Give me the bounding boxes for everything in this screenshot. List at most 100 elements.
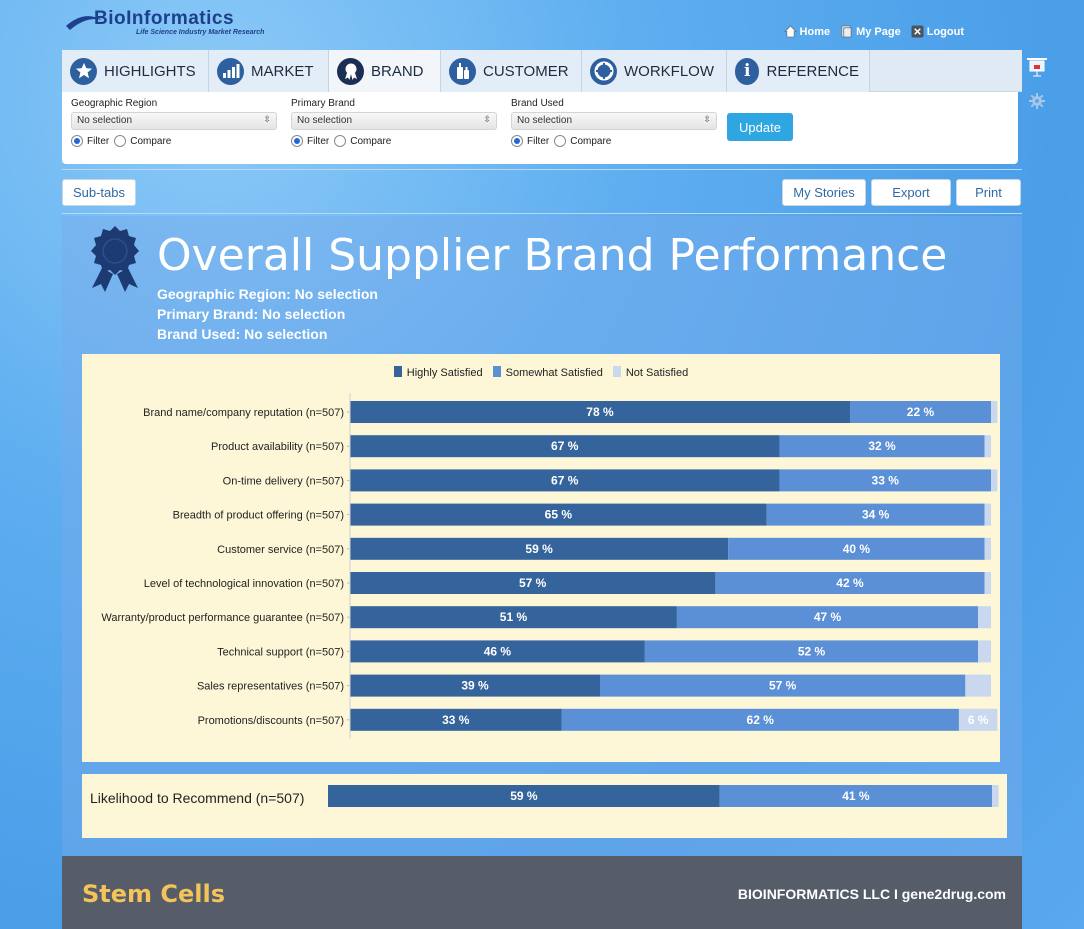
bar-segment[interactable] [676, 606, 979, 629]
bar-segment[interactable] [350, 606, 677, 629]
bar-segment[interactable] [958, 708, 998, 731]
filter-radio-label: Filter [307, 135, 330, 147]
compare-radio[interactable] [554, 135, 567, 147]
export-button[interactable]: Export [871, 179, 951, 206]
main-nav: HIGHLIGHTS MARKET BRAND CUSTOMER WORKFLO… [62, 50, 1022, 92]
select-value: No selection [517, 115, 573, 126]
category-label: Level of technological innovation (n=507… [144, 578, 344, 590]
tab-workflow[interactable]: WORKFLOW [582, 50, 727, 92]
legend-swatch [612, 366, 621, 377]
bar-segment[interactable] [350, 537, 729, 560]
bar-segment[interactable] [984, 435, 991, 458]
tab-reference[interactable]: i REFERENCE [727, 50, 870, 92]
bar-segment[interactable] [779, 469, 991, 492]
bottles-icon [449, 57, 476, 85]
bar-segment[interactable] [766, 503, 985, 526]
bar-segment[interactable] [715, 572, 985, 594]
presentation-icon[interactable] [1026, 56, 1048, 78]
tab-highlights[interactable]: HIGHLIGHTS [62, 50, 209, 92]
bar-segment[interactable] [350, 503, 767, 526]
bar-segment[interactable] [599, 674, 966, 697]
bar-segment[interactable] [644, 640, 979, 663]
data-label: 33 % [872, 473, 900, 487]
filter-radio[interactable] [291, 135, 303, 147]
my-page-link[interactable]: My Page [840, 25, 901, 38]
bar-segment[interactable] [984, 503, 991, 526]
close-icon [911, 25, 924, 38]
update-button[interactable]: Update [727, 113, 793, 141]
bar-segment[interactable] [561, 708, 959, 731]
tab-customer[interactable]: CUSTOMER [441, 50, 582, 92]
bar-segment[interactable] [350, 401, 850, 423]
bar-segment[interactable] [328, 785, 720, 807]
home-link[interactable]: Home [783, 25, 830, 38]
footer-company: BIOINFORMATICS LLC I gene2drug.com [737, 886, 1006, 902]
data-label: 67 % [551, 473, 579, 487]
legend-item-highly[interactable]: Highly Satisfied [393, 366, 483, 379]
chart-legend: Highly Satisfied Somewhat Satisfied Not … [82, 366, 1000, 379]
data-label: 32 % [868, 439, 896, 453]
bar-segment[interactable] [991, 469, 998, 492]
info-icon: i [735, 57, 760, 85]
bar-segment[interactable] [991, 401, 998, 423]
tab-brand[interactable]: BRAND [329, 50, 441, 92]
tab-label: BRAND [371, 62, 424, 80]
bar-segment[interactable] [849, 401, 991, 423]
logout-link[interactable]: Logout [911, 25, 964, 38]
bar-chart-icon [217, 57, 244, 85]
tab-market[interactable]: MARKET [209, 50, 329, 92]
bar-segment[interactable] [350, 674, 600, 697]
print-button[interactable]: Print [956, 179, 1021, 206]
recommend-chart: Likelihood to Recommend (n=507) 59 % 41 % [82, 774, 1007, 838]
legend-item-somewhat[interactable]: Somewhat Satisfied [492, 366, 603, 379]
bar-segment[interactable] [992, 785, 999, 807]
bar-segment[interactable] [978, 640, 991, 663]
report-panel: Overall Supplier Brand Performance Geogr… [62, 216, 1022, 856]
divider [62, 213, 1022, 214]
bar-segment[interactable] [719, 785, 992, 807]
bar-segment[interactable] [728, 537, 985, 560]
category-label: Warranty/product performance guarantee (… [101, 612, 344, 624]
sub-tabs-button[interactable]: Sub-tabs [62, 179, 136, 206]
bar-segment[interactable] [350, 435, 780, 458]
legend-label: Highly Satisfied [406, 367, 483, 379]
data-label: 57 % [519, 576, 547, 590]
bar-segment[interactable] [350, 572, 716, 594]
logo-swoosh-icon [66, 16, 102, 30]
category-label: Brand name/company reputation (n=507) [143, 407, 344, 419]
filter-brand-used: Brand Used No selection ⇳ Filter Compare [511, 98, 717, 147]
legend-item-not[interactable]: Not Satisfied [612, 366, 688, 379]
bar-segment[interactable] [984, 537, 991, 560]
home-icon [783, 25, 797, 38]
top-links: Home My Page Logout [783, 25, 964, 38]
geographic-region-select[interactable]: No selection ⇳ [71, 112, 277, 130]
recommend-label: Likelihood to Recommend (n=507) [90, 790, 305, 806]
filter-radio[interactable] [71, 135, 83, 147]
bar-segment[interactable] [350, 469, 780, 492]
compare-radio[interactable] [334, 135, 347, 147]
legend-swatch [492, 366, 501, 377]
primary-brand-select[interactable]: No selection ⇳ [291, 112, 497, 130]
my-stories-button[interactable]: My Stories [782, 179, 866, 206]
star-icon [70, 57, 97, 85]
bar-segment[interactable] [965, 674, 991, 697]
select-value: No selection [77, 115, 133, 126]
filter-radio[interactable] [511, 135, 523, 147]
bar-segment[interactable] [779, 435, 985, 458]
filter-primary-brand: Primary Brand No selection ⇳ Filter Compa… [291, 98, 497, 147]
filter-panel: Geographic Region No selection ⇳ Filter C… [62, 92, 1018, 164]
gear-icon[interactable] [1029, 93, 1045, 109]
bar-segment[interactable] [350, 640, 645, 663]
brand-used-select[interactable]: No selection ⇳ [511, 112, 717, 130]
bar-segment[interactable] [984, 572, 991, 594]
logout-link-label: Logout [926, 25, 964, 38]
data-label: 59 % [525, 542, 553, 556]
compare-radio[interactable] [114, 135, 127, 147]
select-arrow-icon: ⇳ [263, 114, 271, 124]
data-label: 41 % [842, 789, 870, 803]
bar-segment[interactable] [350, 708, 562, 731]
bar-segment[interactable] [978, 606, 991, 629]
logo[interactable]: BioInformatics Life Science Industry Mar… [64, 8, 284, 42]
filter-label: Primary Brand [291, 98, 355, 109]
compare-radio-label: Compare [350, 135, 392, 147]
